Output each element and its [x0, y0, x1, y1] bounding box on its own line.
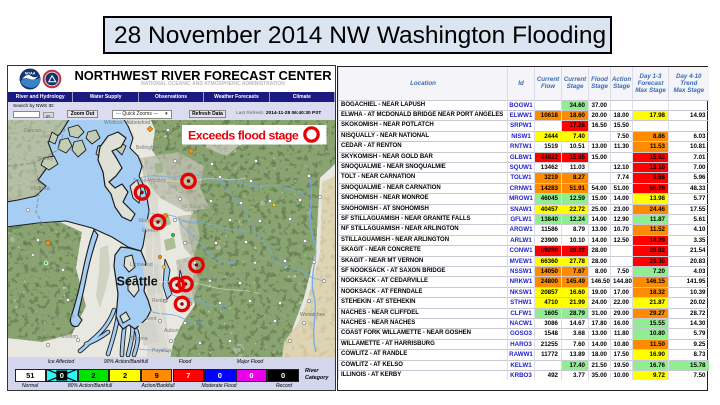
- svg-text:Exceeds flood stage: Exceeds flood stage: [188, 128, 299, 142]
- svg-text:Bellingham: Bellingham: [136, 145, 161, 151]
- svg-text:Lynnwood: Lynnwood: [130, 262, 153, 268]
- svg-text:Victoria: Victoria: [30, 186, 51, 192]
- svg-text:Sedro-Woolley: Sedro-Woolley: [133, 178, 166, 184]
- svg-text:Forest: Forest: [37, 258, 52, 264]
- svg-text:Olympic National Forest: Olympic National Forest: [21, 314, 75, 320]
- svg-text:Okanogan Wenatchee: Okanogan Wenatchee: [241, 256, 291, 262]
- svg-text:Shelton: Shelton: [61, 334, 78, 340]
- svg-text:Olympic National: Olympic National: [25, 252, 63, 258]
- svg-text:Renton: Renton: [152, 298, 168, 304]
- svg-text:Seattle: Seattle: [117, 275, 158, 289]
- svg-text:Puyallup: Puyallup: [152, 348, 171, 354]
- svg-text:Everett: Everett: [142, 228, 158, 234]
- svg-text:Mt Baker Snoqualmie: Mt Baker Snoqualmie: [196, 274, 244, 280]
- svg-text:Whitlock: Whitlock: [104, 120, 123, 126]
- svg-text:Duncan: Duncan: [24, 128, 41, 134]
- svg-text:Mt Baker Snoqualmie: Mt Baker Snoqualmie: [182, 204, 230, 210]
- svg-text:National Forest: National Forest: [203, 280, 238, 286]
- svg-text:Wenatchee: Wenatchee: [300, 312, 325, 318]
- svg-text:National Park: National Park: [191, 210, 222, 216]
- svg-text:NOAA: NOAA: [25, 72, 36, 76]
- svg-text:Kent: Kent: [146, 316, 157, 322]
- svg-text:National Forest: National Forest: [249, 262, 284, 268]
- svg-text:Tacoma: Tacoma: [130, 336, 148, 342]
- svg-text:Sidney: Sidney: [38, 156, 54, 162]
- svg-text:Abbotsford: Abbotsford: [126, 120, 150, 126]
- svg-text:Auburn: Auburn: [164, 328, 180, 334]
